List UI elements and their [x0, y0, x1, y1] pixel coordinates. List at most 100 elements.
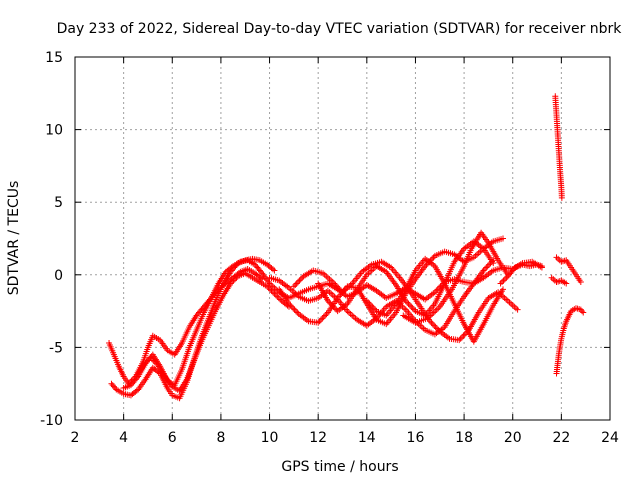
data-point — [406, 302, 413, 309]
y-tick-label: 15 — [45, 50, 63, 66]
data-point — [484, 263, 491, 270]
data-point — [227, 280, 234, 287]
data-point — [433, 325, 440, 332]
data-point — [274, 293, 281, 300]
data-point — [481, 265, 488, 272]
data-point — [258, 268, 265, 275]
data-point — [277, 296, 284, 303]
data-point — [323, 311, 330, 318]
data-point — [483, 264, 490, 271]
data-point — [436, 284, 443, 291]
data-point — [269, 289, 276, 296]
data-point — [296, 277, 303, 284]
data-point — [268, 287, 275, 294]
data-point — [290, 283, 297, 290]
data-point — [486, 261, 493, 268]
data-point — [134, 374, 141, 381]
data-point — [579, 308, 586, 315]
x-tick-label: 10 — [261, 430, 279, 446]
axis-ticks — [74, 56, 611, 421]
y-tick-label: -5 — [49, 340, 63, 356]
data-point — [294, 309, 301, 316]
data-point — [112, 385, 119, 392]
data-point — [333, 283, 340, 290]
x-tick-label: 22 — [552, 430, 570, 446]
x-tick-label: 24 — [601, 430, 619, 446]
data-point — [411, 306, 418, 313]
data-point — [430, 254, 437, 261]
data-point — [428, 319, 435, 326]
data-point — [232, 276, 239, 283]
data-point — [408, 303, 415, 310]
x-tick-label: 2 — [71, 430, 80, 446]
data-point — [372, 306, 379, 313]
data-point — [230, 277, 237, 284]
data-point — [422, 263, 429, 270]
x-tick-label: 20 — [504, 430, 522, 446]
data-point — [577, 279, 584, 286]
y-tick-label: 0 — [54, 268, 63, 284]
data-point — [290, 305, 297, 312]
data-point — [432, 324, 439, 331]
data-point — [299, 274, 306, 281]
plot-frame — [74, 56, 611, 421]
x-tick-label: 12 — [309, 430, 327, 446]
data-point — [272, 292, 279, 299]
data-point — [459, 334, 466, 341]
data-point — [497, 280, 504, 287]
data-point — [133, 387, 140, 394]
x-tick-label: 18 — [455, 430, 473, 446]
data-point — [490, 260, 497, 267]
y-tick-label: 10 — [45, 123, 63, 139]
data-point — [316, 318, 323, 325]
data-point — [366, 300, 373, 307]
data-point — [336, 286, 343, 293]
series-track-7 — [290, 258, 521, 344]
data-point — [295, 279, 302, 286]
x-tick-label: 6 — [168, 430, 177, 446]
data-point — [363, 297, 370, 304]
y-tick-label: 5 — [54, 195, 63, 211]
data-point — [275, 295, 282, 302]
data-points — [106, 93, 587, 402]
data-point — [369, 303, 376, 310]
data-point — [499, 279, 506, 286]
data-point — [271, 290, 278, 297]
series-track-1 — [106, 265, 266, 387]
data-point — [514, 306, 521, 313]
data-point — [510, 265, 517, 272]
series-track-12 — [552, 93, 565, 201]
x-tick-label: 4 — [119, 430, 128, 446]
data-point — [435, 326, 442, 333]
x-tick-label: 16 — [407, 430, 425, 446]
data-point — [267, 286, 274, 293]
data-point — [271, 267, 278, 274]
data-point — [480, 267, 487, 274]
x-tick-label: 14 — [358, 430, 376, 446]
data-point — [331, 305, 338, 312]
data-point — [500, 277, 507, 284]
series-track-9 — [363, 255, 506, 345]
data-point — [405, 300, 412, 307]
x-tick-label: 8 — [216, 430, 225, 446]
data-point — [269, 266, 276, 273]
data-point — [326, 299, 333, 306]
data-point — [335, 284, 342, 291]
chart-title: Day 233 of 2022, Sidereal Day-to-day VTE… — [57, 21, 623, 37]
data-point — [331, 280, 338, 287]
data-point — [292, 308, 299, 315]
data-point — [265, 284, 272, 291]
data-point — [319, 315, 326, 322]
data-point — [317, 316, 324, 323]
data-point — [322, 312, 329, 319]
data-point — [330, 303, 337, 310]
data-point — [332, 281, 339, 288]
data-point — [370, 305, 377, 312]
series-track-15 — [548, 274, 570, 287]
series-track-8 — [315, 238, 497, 319]
series-track-3 — [132, 270, 292, 394]
data-point — [500, 286, 506, 293]
chart-grid — [75, 57, 610, 420]
data-point — [365, 299, 372, 306]
